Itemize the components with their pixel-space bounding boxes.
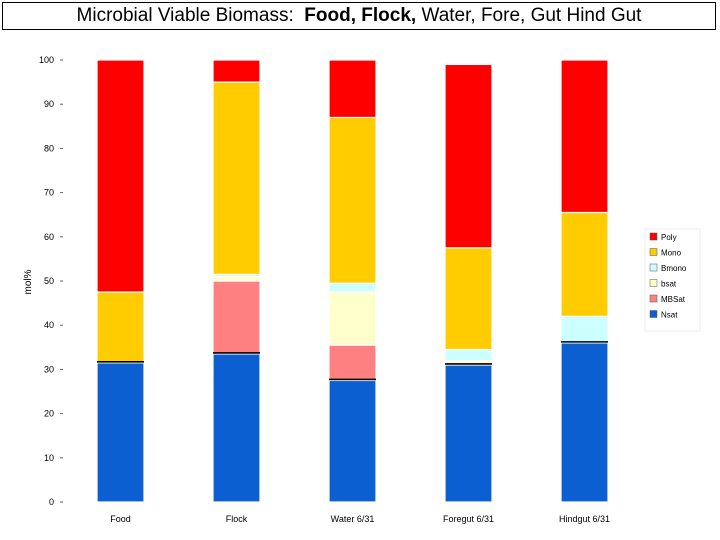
x-tick-label: Water 6/31 (331, 514, 375, 524)
y-tick-label: 60 (44, 232, 54, 242)
legend-item: Bmono (649, 263, 687, 273)
legend-swatch (649, 232, 658, 241)
legend-label: Mono (661, 249, 682, 258)
legend-label: Poly (661, 233, 677, 242)
bar-stack (444, 63, 493, 503)
bar-segment (328, 59, 377, 119)
y-tick-label: 100 (39, 55, 54, 65)
x-tick-label: Foregut 6/31 (443, 514, 494, 524)
chart-title-part2: Food, Flock, (304, 5, 417, 26)
legend-label: Nsat (661, 311, 678, 320)
bar-segment (212, 59, 261, 83)
legend-swatch (649, 294, 658, 303)
bar-segment (328, 282, 377, 293)
legend-swatch (649, 248, 658, 256)
legend-item: bsat (649, 279, 677, 289)
bar-segment (328, 344, 377, 382)
legend-label: Bmono (661, 264, 687, 273)
bar-segment (560, 342, 609, 503)
y-tick-label: 90 (44, 99, 54, 109)
y-tick-label: 0 (49, 497, 54, 507)
bar-segment (96, 59, 145, 293)
legend-swatch (649, 263, 658, 272)
bar-segment (560, 315, 609, 344)
x-tick-label: Hindgut 6/31 (559, 514, 610, 524)
bar-stack (96, 59, 145, 503)
bar-segment (328, 379, 377, 503)
legend-item: MBSat (649, 294, 686, 304)
bar-segment (560, 211, 609, 317)
bar-segment (212, 280, 261, 355)
bar-segment (444, 247, 493, 351)
bar-segment (212, 81, 261, 275)
bar-stack (560, 59, 609, 503)
chart-title-part1: Microbial Viable Biomass: (76, 5, 305, 26)
bar-segment (212, 275, 261, 282)
bar-series-group (96, 59, 609, 503)
y-tick-label: 50 (44, 276, 54, 286)
legend-label: bsat (661, 280, 677, 289)
bar-segment (328, 291, 377, 346)
chart-title: Microbial Viable Biomass: Food, Flock, W… (2, 2, 716, 30)
bar-stack (212, 59, 261, 503)
y-axis-label: mol% (23, 269, 34, 294)
bar-segment (444, 348, 493, 362)
legend-label: MBSat (661, 295, 686, 304)
legend-item: Poly (649, 232, 677, 242)
legend: Poly Mono Bmono bsat MBSat Nsat (644, 228, 701, 332)
chart-title-part3: Water, Fore, Gut Hind Gut (416, 5, 642, 26)
x-axis: Food Flock Water 6/31 Foregut 6/31 Hindgut 6… (110, 514, 610, 524)
bar-segment (96, 291, 145, 364)
legend-item: Nsat (649, 310, 678, 320)
bar-segment (212, 353, 261, 503)
y-tick-label: 40 (44, 320, 54, 330)
y-tick-label: 70 (44, 188, 54, 198)
bar-segment (328, 116, 377, 284)
bar-segment (444, 63, 493, 249)
legend-item: Mono (649, 248, 682, 258)
bar-segment (96, 362, 145, 503)
y-tick-label: 20 (44, 409, 54, 419)
x-tick-label: Food (110, 514, 131, 524)
bar-segment (560, 59, 609, 214)
legend-swatch (649, 279, 658, 287)
y-tick-label: 80 (44, 143, 54, 153)
bar-stack (328, 59, 377, 503)
legend-swatch (649, 310, 658, 318)
x-tick-label: Flock (226, 514, 248, 524)
y-tick-label: 30 (44, 364, 54, 374)
y-tick-label: 10 (44, 453, 54, 463)
bar-segment (444, 364, 493, 503)
y-axis: 0 10 20 30 40 50 60 70 80 90 100 (39, 55, 63, 507)
